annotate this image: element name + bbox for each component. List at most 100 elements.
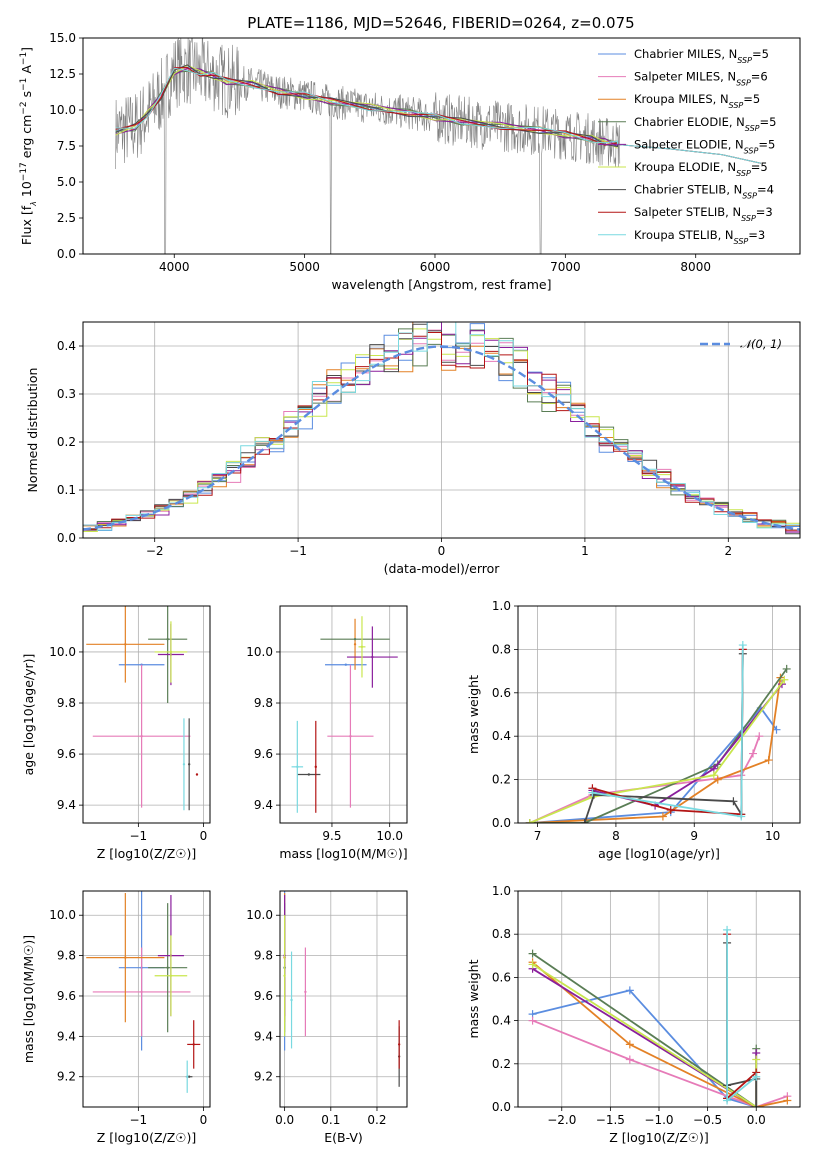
y-tick-label: 0.8: [492, 642, 511, 656]
legend-entry: Chabrier STELIB, NSSP=4: [634, 183, 774, 201]
y-tick-label: 1.0: [492, 599, 511, 613]
y-tick-label: 9.6: [254, 989, 273, 1003]
y-tick-label: 9.4: [57, 1029, 76, 1043]
data-point: [344, 663, 348, 666]
residual-histogram-step: [83, 322, 800, 533]
x-tick-label: 1: [581, 544, 589, 558]
y-tick-label: 0.0: [57, 531, 76, 545]
label-text: Kroupa ELODIE, N: [634, 160, 736, 174]
label-text: (data-model)/error: [384, 561, 501, 576]
model-spectrum-line: [115, 64, 618, 149]
x-tick-label: 8: [612, 829, 620, 843]
y-tick-label: 9.6: [57, 989, 76, 1003]
data-point: [360, 645, 364, 649]
label-text: =4: [757, 183, 774, 197]
normal-distribution-curve: [83, 345, 800, 531]
data-point: [140, 990, 143, 994]
plot-area: [291, 616, 398, 813]
label-text: Z [log10(Z/Z☉)]: [97, 846, 197, 861]
legend-entry: 𝒩(0, 1): [740, 337, 782, 351]
label-text: wavelength [Angstrom, rest frame]: [331, 277, 551, 292]
legend-entry: Kroupa MILES, NSSP=5: [634, 92, 760, 110]
x-axis-label: wavelength [Angstrom, rest frame]: [331, 277, 551, 292]
y-axis-label: mass weight: [466, 675, 481, 754]
residual-histogram-step: [83, 332, 800, 531]
x-tick-label: 0: [200, 829, 208, 843]
axes-frame: [517, 605, 801, 824]
mass-weight-vs-age-panel: 7 8 9 10 0.0 0.2 0.4 0.6 0.8 1.0 age [log10(age/yr…: [466, 599, 801, 861]
mass-weight-line: [532, 952, 758, 1107]
label-text: mass weight: [466, 675, 481, 754]
mass-weight-line: [592, 683, 783, 807]
subscript: SSP: [734, 236, 749, 245]
subscript: λ: [29, 201, 38, 207]
subscript: SSP: [744, 146, 759, 155]
figure-title: PLATE=1186, MJD=52646, FIBERID=0264, z=0…: [247, 14, 634, 32]
x-tick-label: 0.2: [367, 1113, 386, 1127]
y-tick-label: 9.8: [254, 949, 273, 963]
mass-weight-line: [592, 645, 744, 818]
residual-histogram-step: [83, 322, 800, 531]
x-tick-label: 0.0: [275, 1113, 294, 1127]
plus-marker: [666, 805, 675, 814]
model-spectrum-line: [115, 64, 762, 164]
mass-weight-line: [532, 963, 758, 1107]
mass-weight-line: [532, 961, 788, 1107]
plot-area: [83, 322, 800, 535]
data-point: [371, 655, 374, 659]
x-axis-label: E(B-V): [324, 1130, 363, 1145]
data-point: [187, 763, 191, 766]
spectrum-panel: 4000 5000 6000 7000 8000 0.0 2.5 5.0 7.5 10.0 12.5…: [19, 31, 801, 292]
y-tick-label: 9.2: [254, 1070, 273, 1084]
y-tick-label: 9.4: [254, 1029, 273, 1043]
label-text: age [log10(age/yr)]: [21, 654, 36, 776]
y-tick-label: 10.0: [49, 645, 76, 659]
label-text: ]: [19, 47, 34, 52]
subscript: SSP: [729, 101, 744, 110]
subscript: SSP: [736, 169, 751, 178]
x-tick-label: −1.5: [596, 1113, 625, 1127]
plus-marker: [525, 819, 534, 823]
x-axis-label: Z [log10(Z/Z☉)]: [97, 846, 197, 861]
plot-area: [283, 891, 401, 1087]
data-point: [124, 643, 127, 646]
label-text: Chabrier ELODIE, N: [634, 115, 745, 129]
label-text: =5: [743, 92, 760, 106]
label-text: erg cm: [19, 115, 34, 163]
x-tick-label: −1: [130, 829, 148, 843]
data-point: [187, 1075, 191, 1078]
y-axis-label: Flux [fλ 10−17 erg cm−2 s−1 A−1]: [19, 47, 38, 245]
label-text: s: [19, 91, 34, 102]
y-tick-label: 10.0: [246, 908, 273, 922]
data-point: [353, 643, 357, 646]
axes-frame: [82, 321, 801, 539]
plot-area: [525, 641, 791, 823]
label-text: A: [19, 65, 34, 78]
data-point: [169, 650, 173, 654]
y-tick-label: 0.6: [492, 686, 511, 700]
data-point: [192, 1043, 195, 1046]
plus-marker: [723, 925, 732, 934]
y-tick-label: 0.3: [57, 387, 76, 401]
label-text: Chabrier STELIB, N: [634, 183, 742, 197]
label-text: =5: [760, 115, 777, 129]
label-text: age [log10(age/yr)]: [598, 846, 720, 861]
label-text: E(B-V): [324, 1130, 363, 1145]
mass-weight-line: [583, 653, 744, 823]
x-tick-label: 10: [765, 829, 780, 843]
subscript: SSP: [741, 214, 756, 223]
superscript: −2: [19, 101, 29, 114]
plus-marker: [625, 986, 634, 995]
mass-weight-line: [726, 929, 757, 1103]
x-tick-label: −0.5: [693, 1113, 722, 1127]
y-tick-label: 7.5: [57, 139, 76, 153]
plus-marker: [752, 1072, 761, 1081]
subscript: SSP: [736, 78, 751, 87]
plus-marker: [738, 641, 747, 650]
y-tick-label: 12.5: [49, 67, 76, 81]
superscript: −17: [19, 162, 29, 181]
y-tick-label: 5.0: [57, 175, 76, 189]
data-point: [353, 637, 357, 641]
x-tick-label: −2: [146, 544, 164, 558]
axes-frame: [82, 890, 211, 1108]
